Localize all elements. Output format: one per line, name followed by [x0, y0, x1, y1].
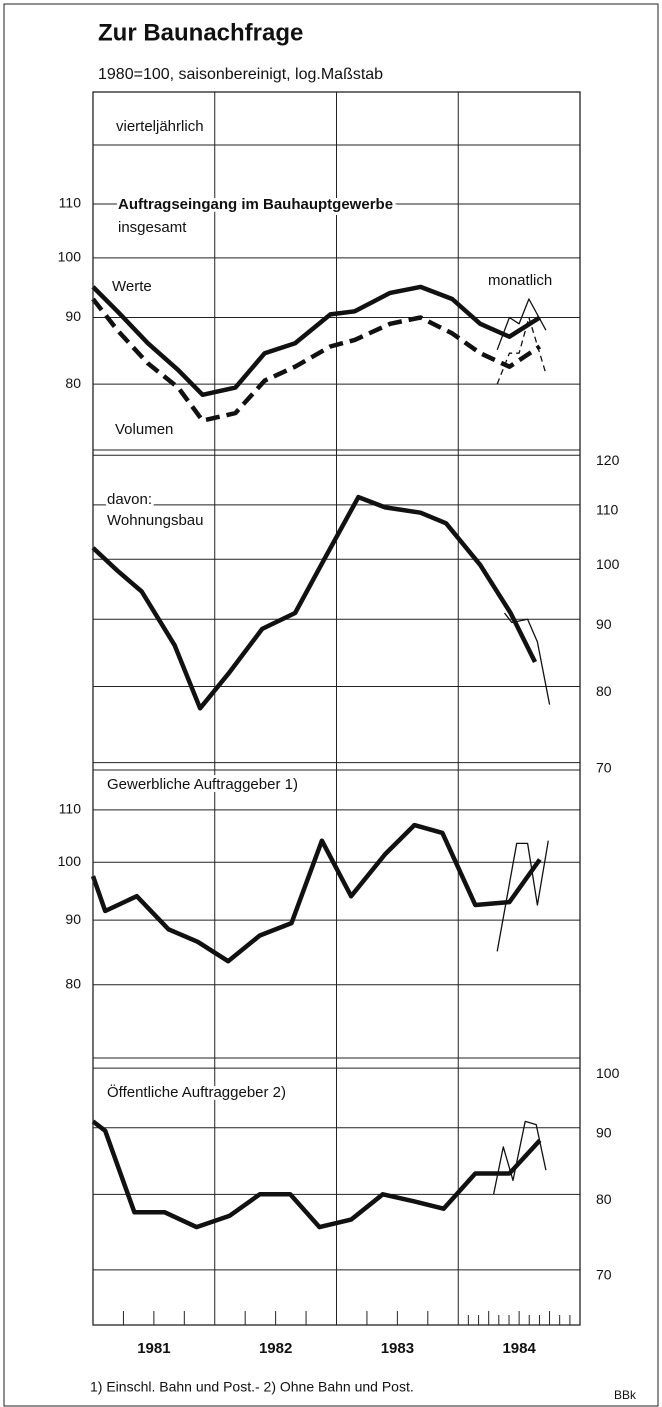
title: Zur Baunachfrage [98, 19, 303, 46]
y-tick-label: 80 [65, 975, 81, 991]
y-tick-label: 100 [58, 853, 82, 869]
y-tick-label: 100 [58, 249, 82, 265]
x-tick-label: 1982 [259, 1340, 292, 1357]
footnote: 1) Einschl. Bahn und Post.- 2) Ohne Bahn… [90, 1379, 414, 1395]
y-tick-label: 100 [596, 1065, 620, 1081]
y-tick-label: 70 [596, 1267, 612, 1283]
panel-label: Gewerbliche Auftraggeber 1) [107, 776, 298, 793]
x-tick-label: 1984 [502, 1340, 536, 1357]
y-tick-label: 90 [596, 1124, 612, 1140]
y-tick-label: 110 [59, 801, 82, 817]
y-tick-label: 110 [596, 502, 619, 518]
quarterly-line [91, 284, 542, 398]
quarterly-line [91, 494, 538, 711]
series-label: Volumen [115, 421, 173, 438]
series-label: Werte [112, 278, 152, 295]
monthly-line [492, 1120, 547, 1195]
y-tick-label: 90 [596, 616, 612, 632]
y-tick-label: 80 [596, 683, 612, 699]
subtitle: 1980=100, saisonbereinigt, log.Maßstab [98, 66, 383, 83]
series-label: monatlich [488, 272, 552, 289]
monthly-line [496, 298, 547, 351]
monthly-line [496, 840, 549, 952]
quarterly-line [91, 297, 542, 423]
y-tick-label: 80 [65, 375, 81, 391]
y-tick-label: 80 [596, 1191, 612, 1207]
quarterly-line [91, 1119, 542, 1230]
quarterly-line [90, 822, 542, 964]
y-tick-label: 120 [596, 452, 620, 468]
frequency-label: vierteljährlich [116, 118, 204, 135]
y-tick-label: 90 [65, 308, 81, 324]
x-tick-label: 1983 [381, 1340, 414, 1357]
panel-label: insgesamt [118, 219, 187, 236]
x-tick-label: 1981 [137, 1340, 170, 1357]
y-tick-label: 70 [596, 759, 612, 775]
y-tick-label: 90 [65, 911, 81, 927]
monthly-line [503, 612, 551, 705]
panel-label: Öffentliche Auftraggeber 2) [107, 1083, 286, 1101]
monthly-line [496, 316, 547, 385]
source: BBk [614, 1388, 637, 1402]
panel-label: davon: [107, 491, 152, 508]
y-tick-label: 110 [59, 195, 82, 211]
plot-frame [92, 91, 581, 1326]
panel-label: Auftragseingang im Bauhauptgewerbe [118, 196, 393, 213]
frame [3, 3, 659, 1407]
panel-label: Wohnungsbau [107, 512, 203, 529]
y-tick-label: 100 [596, 556, 620, 572]
